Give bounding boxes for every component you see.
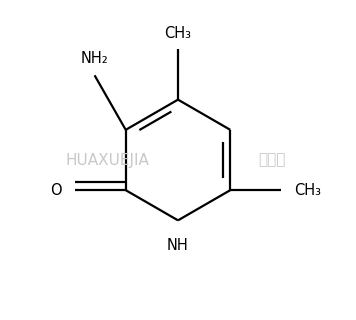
Text: HUAXUEJIA: HUAXUEJIA	[66, 153, 150, 167]
Text: CH₃: CH₃	[164, 26, 192, 41]
Text: NH: NH	[167, 238, 189, 253]
Text: CH₃: CH₃	[294, 183, 321, 198]
Text: 化学加: 化学加	[258, 153, 286, 167]
Text: O: O	[50, 183, 62, 198]
Text: NH₂: NH₂	[81, 51, 109, 66]
